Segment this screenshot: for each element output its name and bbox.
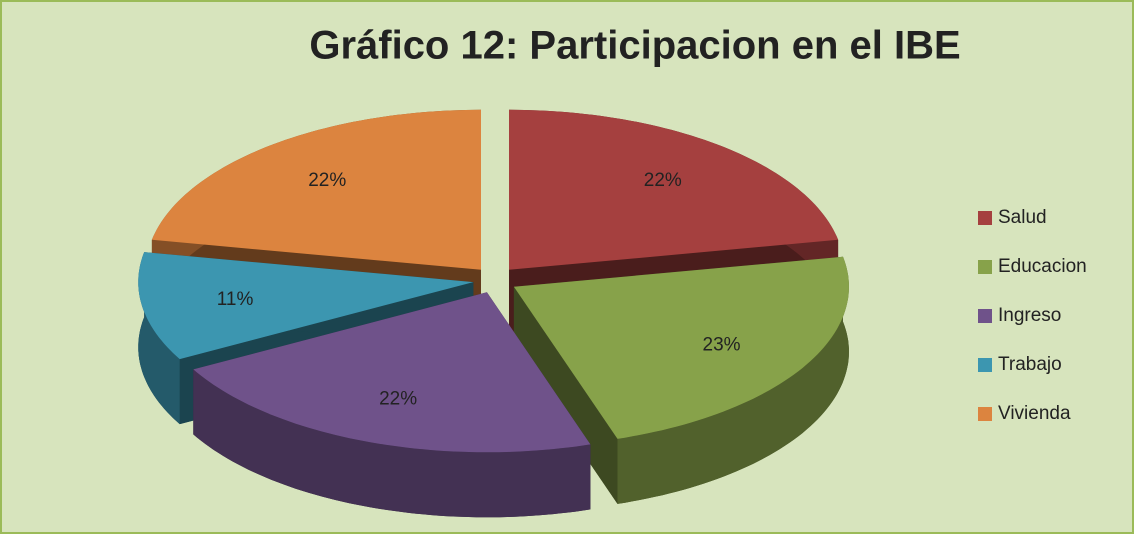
legend-label: Salud xyxy=(998,207,1047,228)
legend-label: Trabajo xyxy=(998,354,1062,375)
legend-label: Vivienda xyxy=(998,403,1071,424)
slice xyxy=(513,256,849,439)
legend-swatch xyxy=(978,309,992,323)
slice xyxy=(138,252,474,360)
legend-label: Ingreso xyxy=(998,305,1061,326)
chart-title: Gráfico 12: Participacion en el IBE xyxy=(309,24,960,68)
slice-depth xyxy=(617,256,849,504)
data-label: 22% xyxy=(379,388,417,409)
legend-swatch xyxy=(978,407,992,421)
data-label: 23% xyxy=(703,334,741,355)
slice-depth xyxy=(193,369,591,518)
legend-label: Educacion xyxy=(998,256,1087,277)
data-label: 22% xyxy=(644,170,682,191)
legend-swatch xyxy=(978,260,992,274)
slice-depth xyxy=(138,252,180,425)
legend-swatch xyxy=(978,358,992,372)
slice xyxy=(151,109,481,270)
data-label: 22% xyxy=(308,170,346,191)
legend-swatch xyxy=(978,211,992,225)
slice xyxy=(193,292,591,453)
slice-group xyxy=(193,292,591,518)
slice-depth xyxy=(513,286,618,504)
slice-group xyxy=(513,256,849,504)
data-label: 11% xyxy=(217,289,254,310)
slice xyxy=(509,109,839,270)
